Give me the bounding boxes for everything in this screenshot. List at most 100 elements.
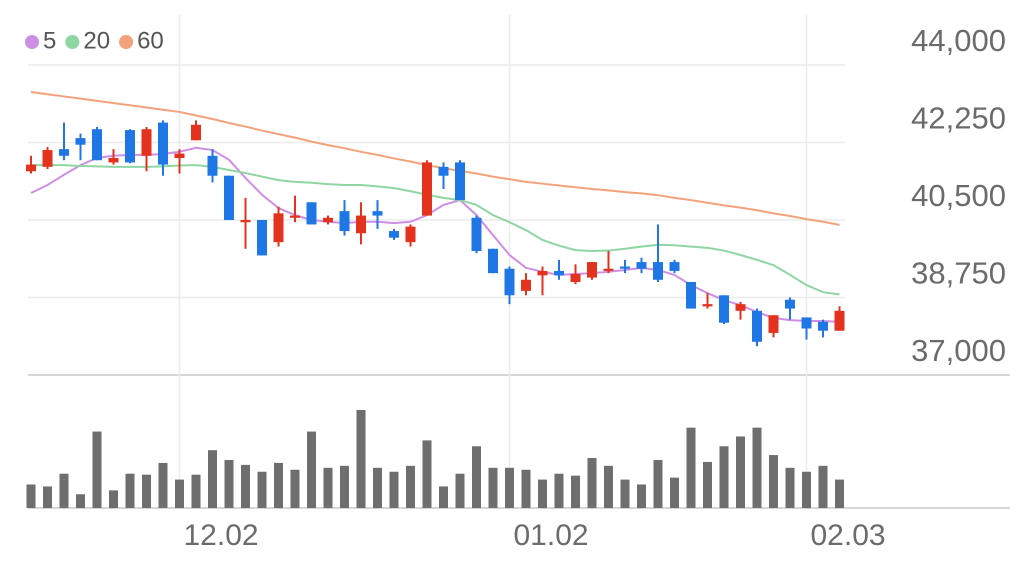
volume-bar [340, 465, 349, 508]
candle-body [521, 279, 531, 291]
y-tick-label: 42,250 [911, 101, 1006, 136]
volume-bar [521, 469, 531, 508]
volume-bar [719, 446, 729, 508]
volume-bar [389, 471, 399, 508]
candle-body [290, 215, 300, 218]
candle-body [389, 231, 399, 238]
candle-body [554, 270, 564, 276]
candle-body [752, 310, 762, 342]
candle-body [834, 310, 845, 331]
legend-marker [65, 35, 80, 49]
volume-bar [175, 479, 184, 508]
legend-label: 5 [43, 27, 56, 54]
y-tick-label: 44,000 [911, 23, 1006, 58]
volume-bar [703, 461, 712, 508]
candle-body [587, 262, 597, 278]
volume-bar [604, 465, 613, 508]
candle-body [191, 124, 201, 141]
candle-body [42, 150, 53, 167]
volume-bar [43, 486, 52, 508]
candle-body [356, 215, 366, 234]
candle-body [570, 274, 581, 282]
candle-body [207, 155, 218, 176]
volume-bar [587, 458, 597, 508]
candle-body [141, 129, 152, 156]
volume-bar [26, 484, 36, 508]
volume-bar [439, 486, 448, 508]
volume-bar [686, 427, 696, 508]
legend-marker [119, 35, 134, 49]
x-tick-label: 01.02 [514, 519, 589, 552]
volume-bar [59, 473, 69, 508]
volume-bar [670, 477, 679, 508]
volume-bar [505, 467, 514, 508]
candle-body [620, 266, 630, 269]
candle-body [636, 262, 647, 269]
candle-body [422, 162, 432, 216]
candle-body [719, 295, 729, 323]
moving-average-line [31, 164, 840, 296]
candle-body [702, 304, 713, 307]
volume-bar [406, 465, 415, 508]
volume-bar [472, 446, 481, 508]
candle-body [504, 268, 515, 296]
candle-body [125, 130, 135, 163]
x-tick-label: 12.02 [184, 519, 259, 552]
candle-body [405, 226, 416, 243]
candle-body [488, 248, 498, 274]
volume-bar [554, 473, 564, 508]
volume-bar [835, 479, 844, 508]
volume-bar [109, 490, 118, 508]
candle-body [735, 304, 746, 311]
candle-body [240, 220, 251, 223]
candle-body [174, 153, 185, 158]
candle-body [455, 162, 465, 201]
volume-bar [224, 459, 234, 508]
volume-bar [422, 440, 432, 508]
volume-bar [257, 471, 267, 508]
legend-label: 20 [83, 27, 110, 54]
volume-bar [241, 464, 250, 508]
volume-bar [802, 471, 811, 508]
volume-bar [752, 427, 762, 508]
volume-bar [158, 462, 168, 508]
candle-body [257, 220, 267, 256]
volume-bar [538, 479, 547, 508]
volume-bar [323, 467, 333, 508]
candle-body [768, 315, 779, 333]
volume-bar [620, 479, 630, 508]
candle-body [26, 164, 36, 172]
candle-body [471, 217, 482, 251]
volume-bar [653, 459, 663, 508]
candle-body [108, 158, 119, 163]
legend-label: 60 [137, 27, 164, 54]
candle-body [339, 211, 350, 232]
volume-bar [76, 494, 85, 508]
volume-bar [274, 462, 283, 508]
volume-bar [373, 467, 382, 508]
volume-bar [818, 465, 828, 508]
candle-body [306, 202, 317, 225]
candle-body [273, 213, 284, 243]
y-tick-label: 40,500 [911, 178, 1006, 213]
volume-bar [571, 475, 580, 508]
volume-bar [142, 474, 151, 508]
volume-bar [455, 473, 465, 508]
volume-bar [125, 473, 135, 508]
candle-body [75, 138, 86, 145]
candle-body [92, 129, 102, 161]
legend-marker [25, 35, 39, 49]
candle-body [158, 122, 168, 165]
volume-bar [637, 484, 646, 508]
candle-body [686, 282, 696, 309]
candle-body [603, 268, 614, 271]
volume-bar [191, 474, 201, 508]
candle-body [323, 217, 333, 223]
y-tick-label: 38,750 [911, 256, 1006, 291]
volume-bar [307, 431, 316, 508]
candle-body [224, 175, 234, 220]
volume-bar [290, 469, 300, 508]
candle-body [669, 262, 680, 271]
